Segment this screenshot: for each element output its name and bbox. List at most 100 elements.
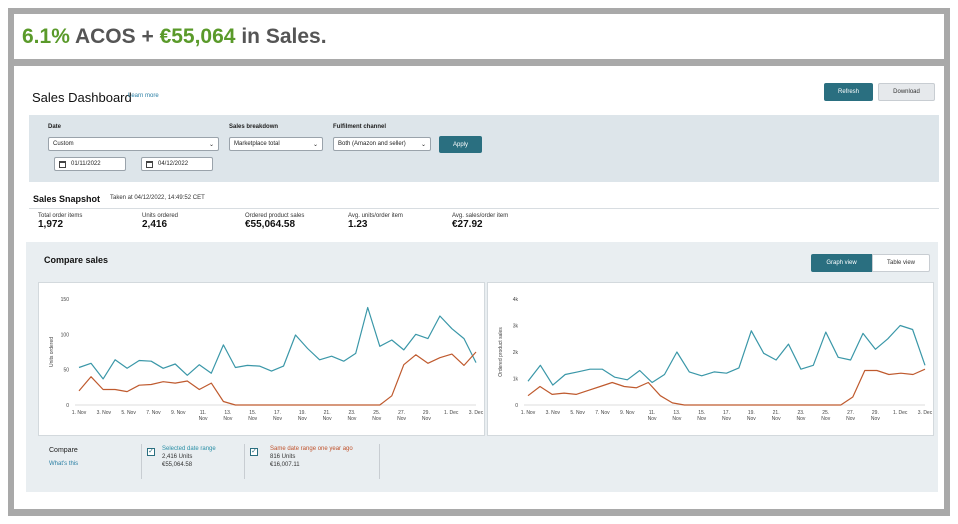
date-select[interactable]: Custom ⌄: [48, 137, 219, 151]
x-tick-label: 13.: [224, 410, 231, 416]
end-date-field[interactable]: 04/12/2022: [141, 157, 213, 171]
y-tick-label: 0: [515, 403, 518, 409]
end-date-value: 04/12/2022: [158, 161, 189, 167]
metric-value: €27.92: [452, 219, 483, 230]
x-tick-label: 15.: [698, 410, 705, 416]
x-tick-label: 1. Dec: [893, 410, 908, 416]
chevron-down-icon: ⌄: [208, 141, 214, 148]
x-tick-label: Nov: [323, 416, 332, 422]
x-tick-label: Nov: [796, 416, 805, 422]
x-tick-label: 27.: [398, 410, 405, 416]
x-tick-label: 7. Nov: [146, 410, 161, 416]
x-tick-label: 11.: [200, 410, 207, 416]
selected-range-legend: Selected date range 2,416 Units €55,064.…: [162, 446, 216, 468]
x-tick-label: 3. Dec: [918, 410, 933, 416]
metric-units-ordered: Units ordered 2,416: [142, 213, 178, 230]
acos-label: ACOS +: [74, 25, 154, 48]
previous-range-units: 816 Units: [270, 454, 296, 460]
x-tick-label: 19.: [748, 410, 755, 416]
y-tick-label: 0: [66, 403, 69, 409]
selected-range-label: Selected date range: [162, 446, 216, 452]
acos-value: 6.1%: [22, 25, 70, 48]
metric-avg-units: Avg. units/order item 1.23: [348, 213, 403, 230]
x-tick-label: 23.: [348, 410, 355, 416]
calendar-icon: [146, 160, 153, 168]
date-select-value: Custom: [53, 141, 74, 147]
headline-banner: 6.1% ACOS + €55,064 in Sales.: [14, 14, 944, 59]
x-tick-label: Nov: [672, 416, 681, 422]
metric-value: €55,064.58: [245, 219, 296, 230]
page-title: Sales Dashboard: [32, 90, 132, 105]
x-tick-label: 25.: [373, 410, 380, 416]
previous-range-legend: Same date range one year ago 816 Units €…: [270, 446, 353, 468]
previous-range-sales: €16,007.11: [270, 462, 300, 468]
divider: [141, 444, 142, 479]
x-tick-label: 29.: [872, 410, 879, 416]
sales-chart-container: 0 1k 2k 3k 4k Ordered product sales 1. Nov 3. N…: [487, 282, 934, 436]
metric-value: 2,416: [142, 219, 168, 230]
x-tick-label: Nov: [422, 416, 431, 422]
x-tick-label: Nov: [648, 416, 657, 422]
table-view-button[interactable]: Table view: [872, 254, 930, 272]
x-tick-label: Nov: [298, 416, 307, 422]
x-tick-label: Nov: [397, 416, 406, 422]
selected-range-series-line: [527, 324, 926, 386]
units-chart-container: 0 50 100 150 Units ordered 1. Nov 3. Nov 5. Nov…: [38, 282, 485, 436]
y-tick-label: 3k: [513, 324, 519, 330]
metric-label: Total order items: [38, 213, 83, 219]
graph-view-button[interactable]: Graph view: [811, 254, 872, 272]
selected-range-checkbox[interactable]: ✓: [147, 448, 155, 456]
y-tick-label: 2k: [513, 350, 519, 356]
metric-value: 1,972: [38, 219, 64, 230]
x-tick-label: 1. Dec: [444, 410, 459, 416]
x-tick-label: Nov: [821, 416, 830, 422]
sales-value: €55,064: [159, 25, 236, 48]
x-tick-label: Nov: [248, 416, 257, 422]
metric-label: Avg. sales/order item: [452, 213, 509, 219]
ordered-sales-chart: 0 1k 2k 3k 4k Ordered product sales 1. Nov 3. N…: [498, 297, 933, 422]
chevron-down-icon: ⌄: [420, 141, 426, 148]
fulfilment-select-value: Both (Amazon and seller): [338, 141, 406, 147]
x-tick-label: Nov: [223, 416, 232, 422]
x-tick-label: 17.: [274, 410, 281, 416]
x-tick-label: 29.: [423, 410, 430, 416]
sales-suffix: in Sales.: [241, 25, 327, 48]
apply-button[interactable]: Apply: [439, 136, 482, 153]
metric-label: Units ordered: [142, 213, 179, 219]
fulfilment-select[interactable]: Both (Amazon and seller) ⌄: [333, 137, 431, 151]
x-tick-label: Nov: [747, 416, 756, 422]
breakdown-select[interactable]: Marketplace total ⌄: [229, 137, 323, 151]
snapshot-title: Sales Snapshot: [33, 194, 101, 204]
download-button[interactable]: Download: [878, 83, 935, 101]
headline-text: 6.1% ACOS + €55,064 in Sales.: [22, 25, 327, 49]
compare-sales-title: Compare sales: [44, 255, 109, 265]
x-tick-label: Nov: [722, 416, 731, 422]
previous-range-series-line: [527, 368, 926, 406]
y-tick-label: 1k: [513, 377, 519, 383]
breakdown-select-value: Marketplace total: [234, 141, 280, 147]
breakdown-label: Sales breakdown: [229, 124, 279, 130]
metric-value: 1.23: [348, 219, 368, 230]
selected-range-series-line: [78, 306, 477, 380]
whats-this-link[interactable]: What's this: [49, 461, 79, 467]
previous-range-checkbox[interactable]: ✓: [250, 448, 258, 456]
start-date-field[interactable]: 01/11/2022: [54, 157, 126, 171]
y-tick-label: 150: [61, 297, 70, 303]
sales-dashboard-panel: Sales Dashboard Learn more Refresh Downl…: [14, 66, 944, 509]
x-tick-label: Nov: [772, 416, 781, 422]
divider: [244, 444, 245, 479]
x-tick-label: 25.: [822, 410, 829, 416]
previous-range-series-line: [78, 351, 477, 406]
metric-ordered-product-sales: Ordered product sales €55,064.58: [245, 213, 304, 230]
x-tick-label: 9. Nov: [620, 410, 635, 416]
x-tick-label: 9. Nov: [171, 410, 186, 416]
learn-more-link[interactable]: Learn more: [128, 93, 159, 99]
metric-total-order-items: Total order items 1,972: [38, 213, 82, 230]
filters-bar: Date Custom ⌄ 01/11/2022 04/12/2022 Sale…: [29, 115, 939, 182]
metric-avg-sales: Avg. sales/order item €27.92: [452, 213, 508, 230]
x-tick-label: Nov: [871, 416, 880, 422]
x-tick-label: 19.: [299, 410, 306, 416]
x-tick-label: 3. Dec: [469, 410, 484, 416]
units-ordered-chart: 0 50 100 150 Units ordered 1. Nov 3. Nov 5. Nov…: [49, 297, 484, 422]
refresh-button[interactable]: Refresh: [824, 83, 873, 101]
